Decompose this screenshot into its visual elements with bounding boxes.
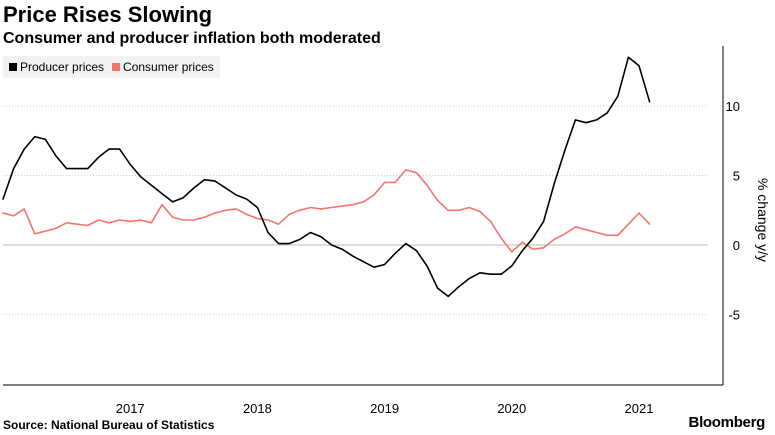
legend-item-producer: Producer prices [9, 60, 104, 74]
x-tick-label: 2018 [243, 401, 272, 416]
chart-title: Price Rises Slowing [3, 2, 213, 27]
x-tick-label: 2021 [625, 401, 654, 416]
x-tick-label: 2020 [497, 401, 526, 416]
legend-swatch-producer [9, 63, 17, 71]
chart-subtitle: Consumer and producer inflation both mod… [3, 30, 381, 47]
legend-label-consumer: Consumer prices [123, 60, 214, 74]
x-tick-label: 2017 [116, 401, 145, 416]
source-note: Source: National Bureau of Statistics [3, 418, 215, 432]
y-tick-label: 5 [733, 169, 740, 184]
y-axis: 10 5 0 -5 [722, 46, 740, 385]
gridlines [3, 105, 708, 315]
chart-legend: Producer prices Consumer prices [3, 56, 220, 78]
series-line-producer-prices [2, 56, 651, 298]
x-tick-label: 2019 [370, 401, 399, 416]
series-line-consumer-prices [2, 169, 651, 253]
legend-item-consumer: Consumer prices [112, 60, 214, 74]
y-tick-label: 0 [733, 238, 740, 253]
y-tick-label: -5 [728, 308, 740, 323]
legend-swatch-consumer [112, 63, 121, 71]
series-lines [2, 56, 651, 298]
y-axis-title: % change y/y [755, 178, 771, 262]
x-axis: 2017 2018 2019 2020 2021 [3, 384, 723, 416]
legend-label-producer: Producer prices [20, 60, 105, 74]
bloomberg-logo: Bloomberg [688, 414, 766, 431]
y-tick-label: 10 [726, 99, 740, 114]
